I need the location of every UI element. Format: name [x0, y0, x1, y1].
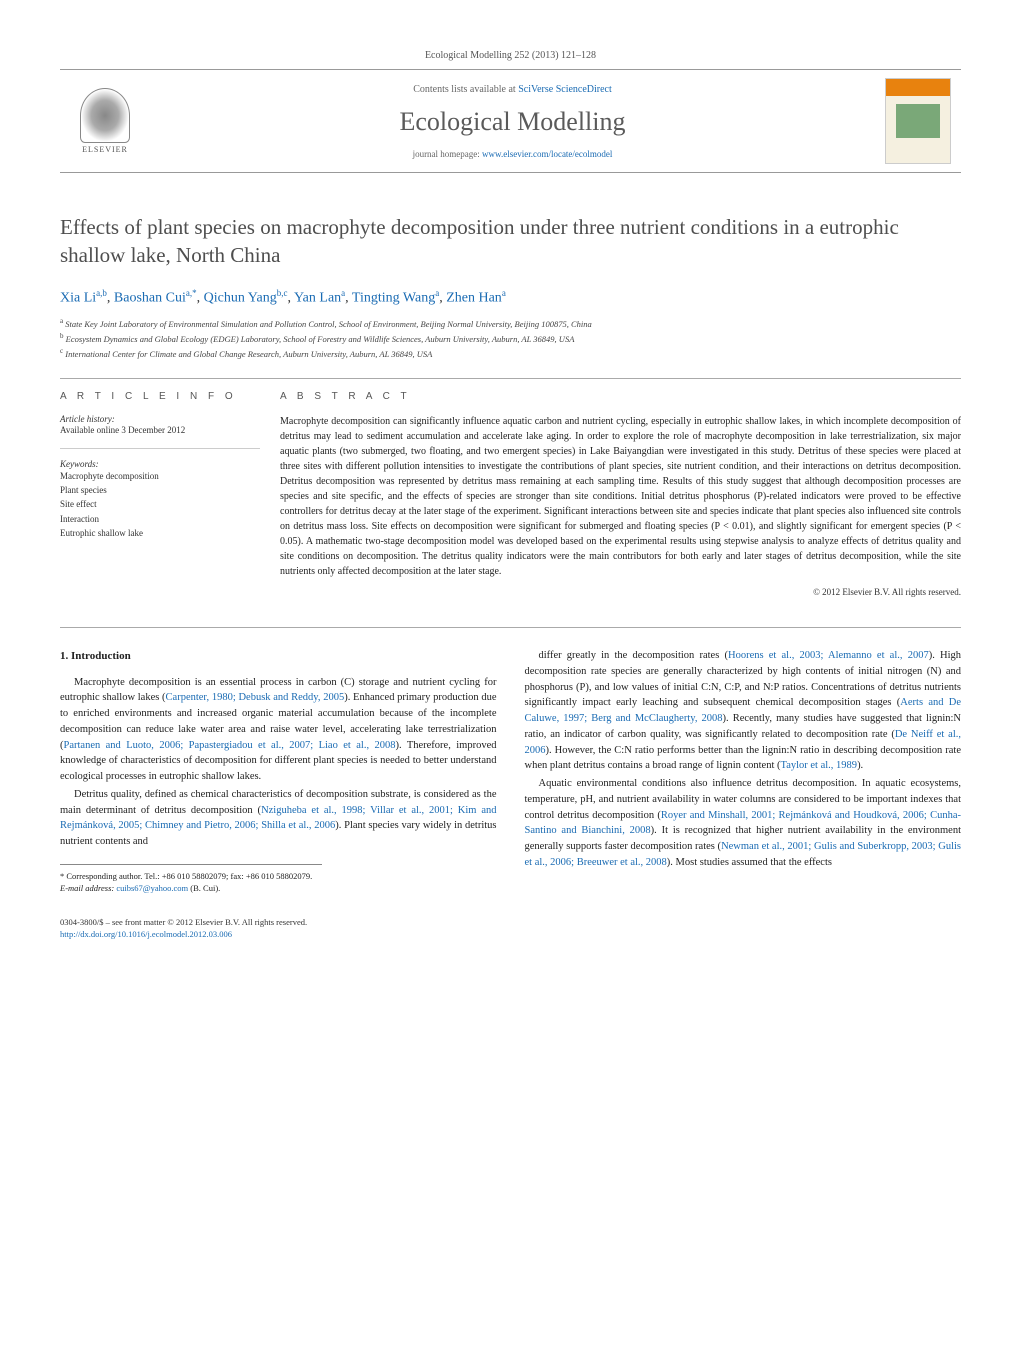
citation-link[interactable]: Taylor et al., 1989: [781, 760, 858, 771]
issn-line: 0304-3800/$ – see front matter © 2012 El…: [60, 917, 961, 929]
affil-marker: a: [60, 317, 63, 325]
author-affil-marker: a,b: [96, 288, 107, 298]
citation-link[interactable]: Hoorens et al., 2003; Alemanno et al., 2…: [728, 650, 929, 661]
affiliation-list: a State Key Joint Laboratory of Environm…: [60, 316, 961, 360]
abstract-heading: A B S T R A C T: [280, 391, 961, 402]
keywords-list: Macrophyte decomposition Plant species S…: [60, 469, 260, 541]
article-info-heading: A R T I C L E I N F O: [60, 391, 260, 402]
history-block: Article history: Available online 3 Dece…: [60, 414, 260, 449]
author-affil-marker: a: [502, 288, 506, 298]
article-info-panel: A R T I C L E I N F O Article history: A…: [60, 379, 280, 597]
abstract-column: A B S T R A C T Macrophyte decomposition…: [280, 379, 961, 597]
author-affil-marker: a,*: [186, 288, 197, 298]
keyword-item: Eutrophic shallow lake: [60, 526, 260, 540]
body-text: ). However, the C:N ratio performs bette…: [525, 745, 962, 772]
email-label: E-mail address:: [60, 883, 114, 893]
citation-link[interactable]: Carpenter, 1980; Debusk and Reddy, 2005: [166, 692, 345, 703]
author-list: Xia Lia,b, Baoshan Cuia,*, Qichun Yangb,…: [60, 288, 961, 307]
email-person: (B. Cui).: [190, 883, 220, 893]
elsevier-logo: ELSEVIER: [70, 81, 140, 161]
article-page: Ecological Modelling 252 (2013) 121–128 …: [0, 0, 1021, 990]
author-affil-marker: b,c: [277, 288, 288, 298]
email-link[interactable]: cuibs67@yahoo.com: [116, 883, 188, 893]
doi-link[interactable]: http://dx.doi.org/10.1016/j.ecolmodel.20…: [60, 929, 232, 939]
affil-text: International Center for Climate and Glo…: [65, 348, 432, 358]
author-affil-marker: a: [341, 288, 345, 298]
author-link[interactable]: Zhen Han: [446, 290, 502, 305]
journal-name: Ecological Modelling: [140, 107, 885, 137]
keywords-label: Keywords:: [60, 459, 260, 469]
journal-header-box: ELSEVIER Contents lists available at Sci…: [60, 69, 961, 173]
citation-link[interactable]: Partanen and Luoto, 2006; Papastergiadou…: [64, 740, 396, 751]
body-paragraph: Aquatic environmental conditions also in…: [525, 776, 962, 871]
homepage-line: journal homepage: www.elsevier.com/locat…: [140, 149, 885, 159]
body-paragraph: Detritus quality, defined as chemical ch…: [60, 787, 497, 850]
author-link[interactable]: Qichun Yang: [204, 290, 277, 305]
affiliation-item: a State Key Joint Laboratory of Environm…: [60, 316, 961, 331]
corr-author-line: * Corresponding author. Tel.: +86 010 58…: [60, 871, 322, 883]
history-label: Article history:: [60, 414, 260, 424]
header-center: Contents lists available at SciVerse Sci…: [140, 84, 885, 159]
keyword-item: Interaction: [60, 512, 260, 526]
homepage-prefix: journal homepage:: [413, 149, 482, 159]
affil-marker: b: [60, 332, 64, 340]
abstract-copyright: © 2012 Elsevier B.V. All rights reserved…: [280, 587, 961, 597]
body-paragraph: differ greatly in the decomposition rate…: [525, 648, 962, 774]
body-text: ).: [857, 760, 863, 771]
section-divider: [60, 627, 961, 628]
abstract-text: Macrophyte decomposition can significant…: [280, 414, 961, 579]
keyword-item: Plant species: [60, 483, 260, 497]
history-text: Available online 3 December 2012: [60, 424, 260, 438]
keyword-item: Macrophyte decomposition: [60, 469, 260, 483]
article-title: Effects of plant species on macrophyte d…: [60, 213, 961, 270]
contents-prefix: Contents lists available at: [413, 84, 518, 95]
affiliation-item: b Ecosystem Dynamics and Global Ecology …: [60, 331, 961, 346]
elsevier-tree-icon: [80, 88, 130, 143]
affil-text: Ecosystem Dynamics and Global Ecology (E…: [66, 334, 575, 344]
homepage-link[interactable]: www.elsevier.com/locate/ecolmodel: [482, 149, 612, 159]
author-link[interactable]: Xia Li: [60, 290, 96, 305]
affil-marker: c: [60, 347, 63, 355]
elsevier-logo-text: ELSEVIER: [82, 145, 128, 154]
journal-cover-thumbnail: [885, 78, 951, 164]
sciencedirect-link[interactable]: SciVerse ScienceDirect: [518, 84, 612, 95]
body-text-columns: 1. Introduction Macrophyte decomposition…: [60, 648, 961, 895]
contents-line: Contents lists available at SciVerse Sci…: [140, 84, 885, 95]
affiliation-item: c International Center for Climate and G…: [60, 346, 961, 361]
section-heading: 1. Introduction: [60, 648, 497, 665]
email-line: E-mail address: cuibs67@yahoo.com (B. Cu…: [60, 883, 322, 895]
info-abstract-row: A R T I C L E I N F O Article history: A…: [60, 378, 961, 597]
author-link[interactable]: Yan Lan: [294, 290, 341, 305]
body-text: differ greatly in the decomposition rate…: [539, 650, 728, 661]
corresponding-author-footnote: * Corresponding author. Tel.: +86 010 58…: [60, 864, 322, 895]
section-number: 1.: [60, 650, 68, 662]
bottom-metadata: 0304-3800/$ – see front matter © 2012 El…: [60, 917, 961, 941]
body-paragraph: Macrophyte decomposition is an essential…: [60, 675, 497, 785]
keyword-item: Site effect: [60, 497, 260, 511]
author-link[interactable]: Baoshan Cui: [114, 290, 186, 305]
section-title: Introduction: [71, 650, 131, 662]
journal-reference: Ecological Modelling 252 (2013) 121–128: [60, 50, 961, 61]
keywords-block: Keywords: Macrophyte decomposition Plant…: [60, 459, 260, 541]
body-text: ). Most studies assumed that the effects: [667, 857, 832, 868]
author-affil-marker: a: [435, 288, 439, 298]
affil-text: State Key Joint Laboratory of Environmen…: [65, 319, 592, 329]
author-link[interactable]: Tingting Wang: [352, 290, 435, 305]
